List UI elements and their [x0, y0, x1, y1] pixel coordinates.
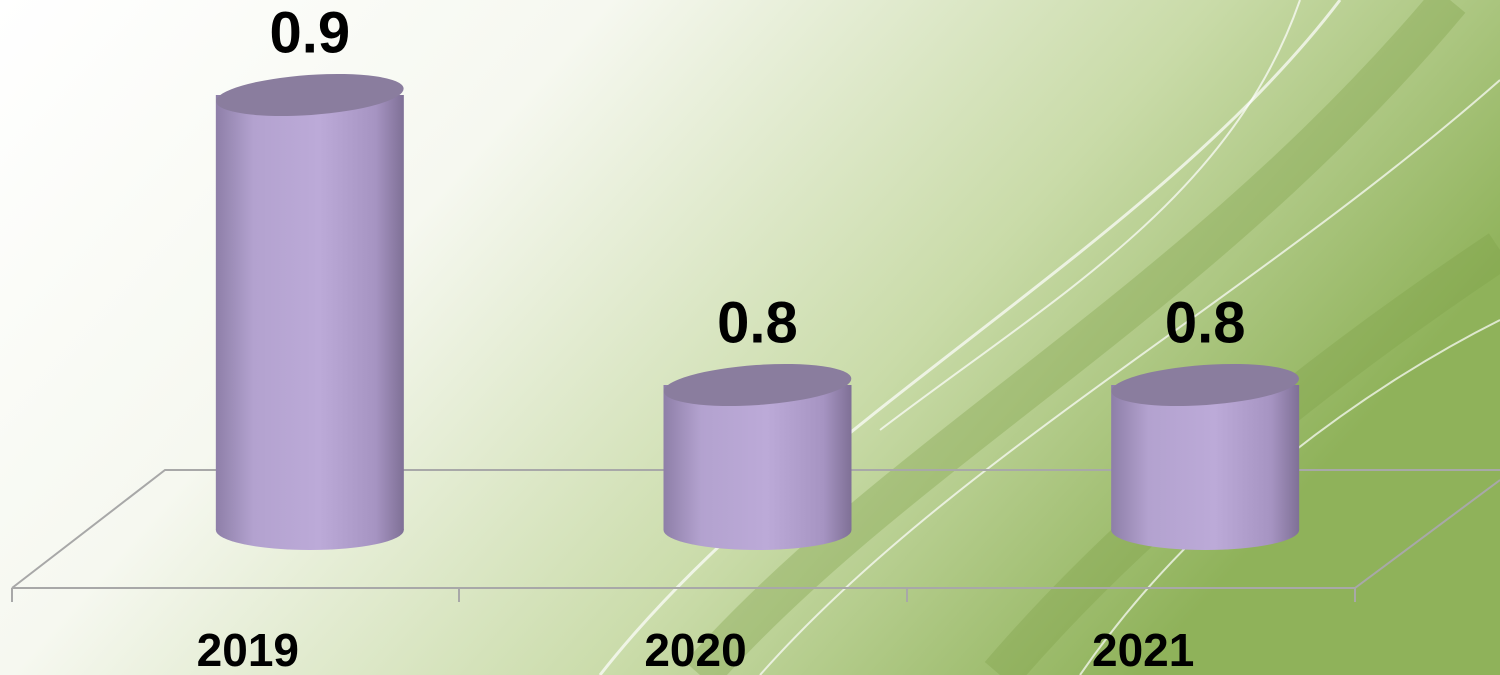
bar	[215, 95, 404, 530]
floor	[11, 469, 1500, 602]
bar-top	[1111, 363, 1299, 407]
bar	[663, 385, 852, 530]
data-label: 0.8	[717, 290, 798, 355]
data-label: 0.9	[270, 0, 351, 65]
x-tick-label: 2021	[1092, 624, 1194, 675]
x-tick-label: 2020	[644, 624, 746, 675]
bar-top	[216, 73, 404, 117]
x-tick-label: 2019	[197, 624, 299, 675]
bar	[1111, 385, 1300, 530]
data-label: 0.8	[1165, 290, 1246, 355]
bar-top	[663, 363, 852, 407]
